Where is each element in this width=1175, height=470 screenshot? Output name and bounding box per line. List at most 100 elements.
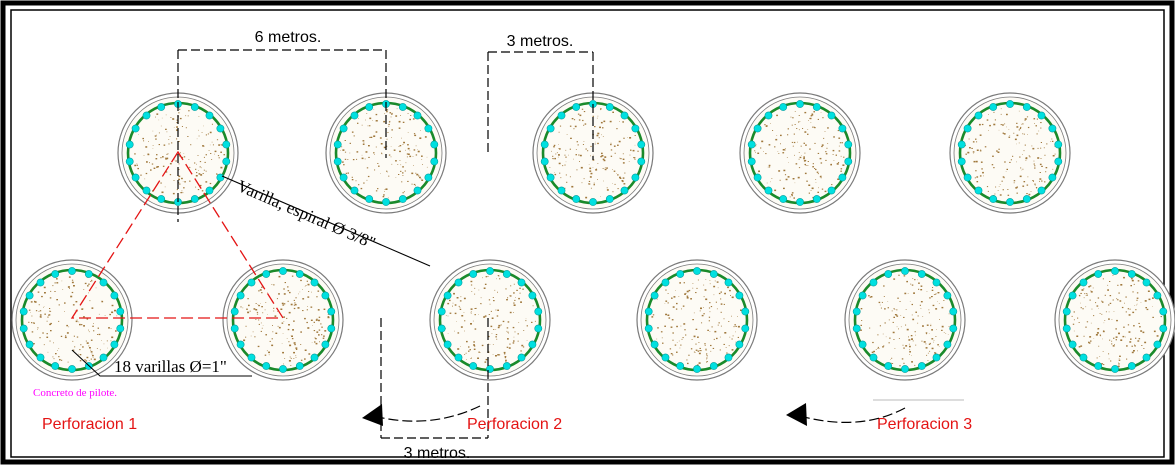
rebar bbox=[430, 157, 439, 166]
rebar bbox=[943, 291, 952, 300]
rebar bbox=[963, 173, 972, 182]
rebar bbox=[557, 186, 566, 195]
concrete-specks bbox=[860, 274, 950, 367]
rebar bbox=[869, 278, 878, 287]
rebar bbox=[205, 186, 214, 195]
rebar bbox=[1127, 362, 1136, 370]
rebar bbox=[486, 267, 494, 275]
rebar bbox=[68, 267, 76, 275]
rebar bbox=[796, 198, 804, 206]
perforation-label-3: Perforacion 3 bbox=[877, 416, 972, 433]
rebar bbox=[637, 157, 646, 166]
rebar bbox=[724, 278, 733, 287]
pile-cover bbox=[536, 96, 650, 210]
rebar bbox=[661, 353, 670, 362]
rebar bbox=[116, 307, 125, 316]
rebar bbox=[735, 340, 744, 349]
concrete-specks bbox=[445, 275, 536, 365]
pile-cover bbox=[1058, 263, 1172, 377]
rebar bbox=[350, 186, 359, 195]
rebar bbox=[1159, 324, 1168, 333]
rebar bbox=[589, 198, 597, 206]
rebar bbox=[398, 195, 407, 203]
rebar bbox=[540, 157, 549, 166]
rebar bbox=[125, 140, 134, 149]
rebar bbox=[247, 278, 256, 287]
rebar bbox=[247, 353, 256, 362]
rebar bbox=[932, 278, 941, 287]
rebar bbox=[1062, 307, 1071, 316]
rebar bbox=[676, 362, 685, 370]
rebar bbox=[51, 270, 60, 278]
rebar bbox=[901, 365, 909, 373]
rebar bbox=[741, 307, 750, 316]
pile-cover bbox=[953, 96, 1067, 210]
rebar bbox=[838, 173, 847, 182]
rebar bbox=[25, 340, 34, 349]
rebar bbox=[741, 324, 750, 333]
rebar bbox=[963, 124, 972, 133]
rebar bbox=[68, 365, 76, 373]
rebar bbox=[310, 278, 319, 287]
rebar bbox=[747, 140, 756, 149]
drawing-border bbox=[10, 9, 1165, 458]
concrete-specks bbox=[549, 108, 640, 199]
pile-bottom-6 bbox=[1054, 259, 1175, 381]
rebar bbox=[236, 291, 245, 300]
pile-bottom-2 bbox=[222, 259, 344, 381]
rebar bbox=[110, 340, 119, 349]
rebar bbox=[838, 124, 847, 133]
rebar bbox=[989, 103, 998, 111]
concrete-specks bbox=[340, 108, 428, 199]
rebar bbox=[735, 291, 744, 300]
rebar bbox=[382, 198, 390, 206]
rebar bbox=[1153, 291, 1162, 300]
rebar bbox=[637, 140, 646, 149]
rebar bbox=[1054, 157, 1063, 166]
rebar bbox=[858, 340, 867, 349]
rebar bbox=[932, 353, 941, 362]
rebar bbox=[557, 111, 566, 120]
rebar bbox=[644, 307, 653, 316]
arrowhead-2 bbox=[362, 404, 383, 426]
concrete-specks bbox=[964, 108, 1056, 196]
rebar bbox=[36, 278, 45, 287]
rebar bbox=[454, 353, 463, 362]
rebar bbox=[125, 157, 134, 166]
rebar bbox=[989, 195, 998, 203]
rebar bbox=[844, 157, 853, 166]
pile-top-2 bbox=[325, 92, 447, 214]
rebar bbox=[216, 173, 225, 182]
pile-bottom-3 bbox=[429, 259, 551, 381]
rebar bbox=[84, 270, 93, 278]
spiral-bar-leader bbox=[221, 175, 431, 267]
rebar bbox=[884, 362, 893, 370]
rebar bbox=[424, 124, 433, 133]
rebar bbox=[901, 267, 909, 275]
rebar bbox=[230, 307, 239, 316]
rebar bbox=[753, 124, 762, 133]
rebar bbox=[262, 270, 271, 278]
rebar bbox=[620, 186, 629, 195]
rebar bbox=[650, 291, 659, 300]
rebar bbox=[236, 340, 245, 349]
rebar bbox=[812, 103, 821, 111]
rebar bbox=[827, 186, 836, 195]
rebar bbox=[398, 103, 407, 111]
rebar bbox=[99, 278, 108, 287]
concrete-specks bbox=[28, 276, 118, 363]
rebar bbox=[222, 157, 231, 166]
pile-cover bbox=[743, 96, 857, 210]
rebar bbox=[644, 324, 653, 333]
rebar bbox=[517, 353, 526, 362]
rebar bbox=[709, 362, 718, 370]
rebar bbox=[502, 270, 511, 278]
rebar bbox=[534, 324, 543, 333]
rebar bbox=[1054, 140, 1063, 149]
concrete-label: Concreto de pilote. bbox=[33, 387, 117, 399]
pile-bottom-4 bbox=[636, 259, 758, 381]
rebar bbox=[222, 140, 231, 149]
rebar bbox=[631, 173, 640, 182]
rebar bbox=[1068, 291, 1077, 300]
rebar bbox=[528, 291, 537, 300]
